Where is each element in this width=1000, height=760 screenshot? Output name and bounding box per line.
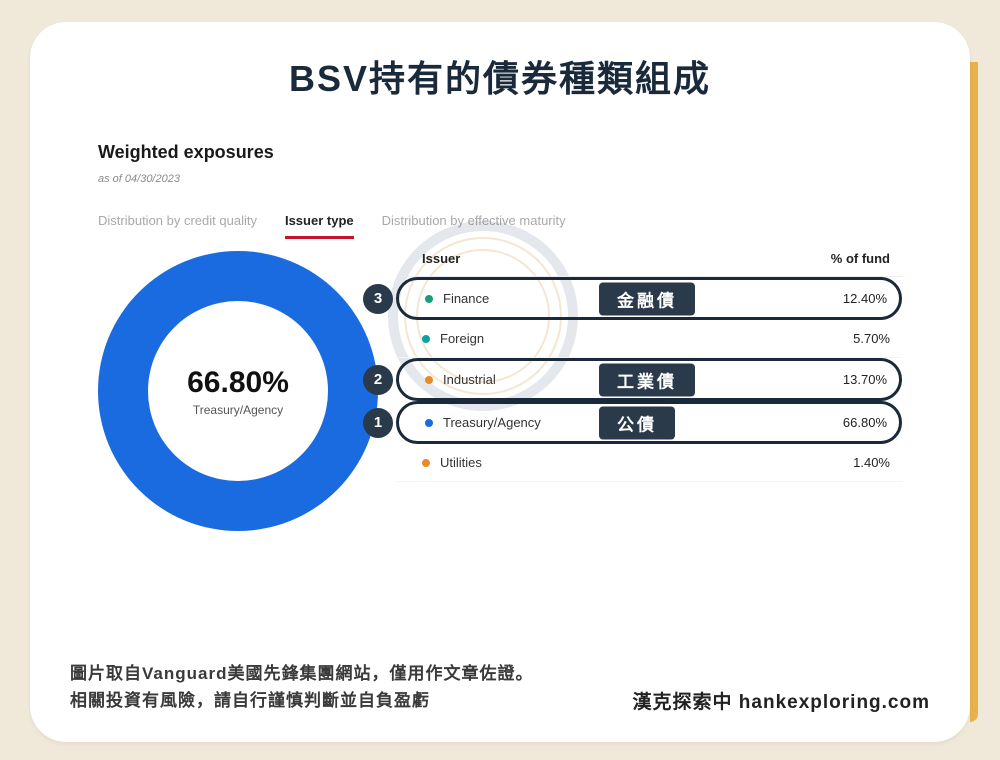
category-tag: 金融債 [599, 282, 695, 315]
rank-badge: 3 [363, 284, 393, 314]
table-row: 2工業債Industrial13.70% [396, 358, 902, 401]
pct-value: 12.40% [843, 291, 887, 306]
issuer-name: Foreign [422, 331, 484, 346]
col-pct: % of fund [831, 251, 890, 266]
pct-value: 1.40% [853, 455, 890, 470]
table-row: Utilities 1.40% [396, 444, 902, 482]
pct-value: 5.70% [853, 331, 890, 346]
issuer-table: Issuer % of fund 3金融債Finance12.40%Foreig… [396, 251, 902, 482]
issuer-name: Industrial [425, 372, 496, 387]
donut-center-label: Treasury/Agency [193, 403, 283, 417]
tab-list: Distribution by credit quality Issuer ty… [98, 213, 902, 239]
category-tag: 工業債 [599, 363, 695, 396]
legend-dot [422, 335, 430, 343]
legend-dot [425, 376, 433, 384]
table-row: 3金融債Finance12.40% [396, 277, 902, 320]
issuer-label: Finance [443, 291, 489, 306]
card: BSV持有的債券種類組成 Weighted exposures as of 04… [30, 22, 970, 742]
weighted-exposures-panel: Weighted exposures as of 04/30/2023 Dist… [70, 132, 930, 551]
donut-chart: 66.80% Treasury/Agency [98, 251, 378, 531]
issuer-name: Treasury/Agency [425, 415, 541, 430]
issuer-label: Treasury/Agency [443, 415, 541, 430]
page-title: BSV持有的債券種類組成 [70, 50, 930, 102]
pct-value: 13.70% [843, 372, 887, 387]
category-tag: 公債 [599, 406, 675, 439]
table-header: Issuer % of fund [396, 251, 902, 277]
panel-content: 66.80% Treasury/Agency Issuer % of fund … [98, 261, 902, 531]
legend-dot [425, 295, 433, 303]
issuer-label: Foreign [440, 331, 484, 346]
table-row: 1公債Treasury/Agency66.80% [396, 401, 902, 444]
legend-dot [425, 419, 433, 427]
table-row: Foreign 5.70% [396, 320, 902, 358]
col-issuer: Issuer [422, 251, 460, 266]
footer: 圖片取自Vanguard美國先鋒集團網站，僅用作文章佐證。 相關投資有風險，請自… [70, 661, 930, 714]
donut-center: 66.80% Treasury/Agency [148, 301, 328, 481]
issuer-name: Utilities [422, 455, 482, 470]
tab-issuer-type[interactable]: Issuer type [285, 213, 354, 239]
donut-center-value: 66.80% [187, 366, 289, 400]
issuer-name: Finance [425, 291, 489, 306]
panel-heading: Weighted exposures [98, 142, 902, 163]
disclaimer: 圖片取自Vanguard美國先鋒集團網站，僅用作文章佐證。 相關投資有風險，請自… [70, 661, 533, 714]
tab-credit-quality[interactable]: Distribution by credit quality [98, 213, 257, 239]
issuer-label: Utilities [440, 455, 482, 470]
tab-effective-maturity[interactable]: Distribution by effective maturity [382, 213, 566, 239]
disclaimer-line2: 相關投資有風險，請自行謹慎判斷並自負盈虧 [70, 691, 430, 710]
pct-value: 66.80% [843, 415, 887, 430]
brand: 漢克探索中 hankexploring.com [633, 687, 930, 714]
rank-badge: 1 [363, 408, 393, 438]
rank-badge: 2 [363, 365, 393, 395]
issuer-label: Industrial [443, 372, 496, 387]
as-of-date: as of 04/30/2023 [98, 173, 902, 185]
legend-dot [422, 459, 430, 467]
disclaimer-line1: 圖片取自Vanguard美國先鋒集團網站，僅用作文章佐證。 [70, 664, 533, 683]
